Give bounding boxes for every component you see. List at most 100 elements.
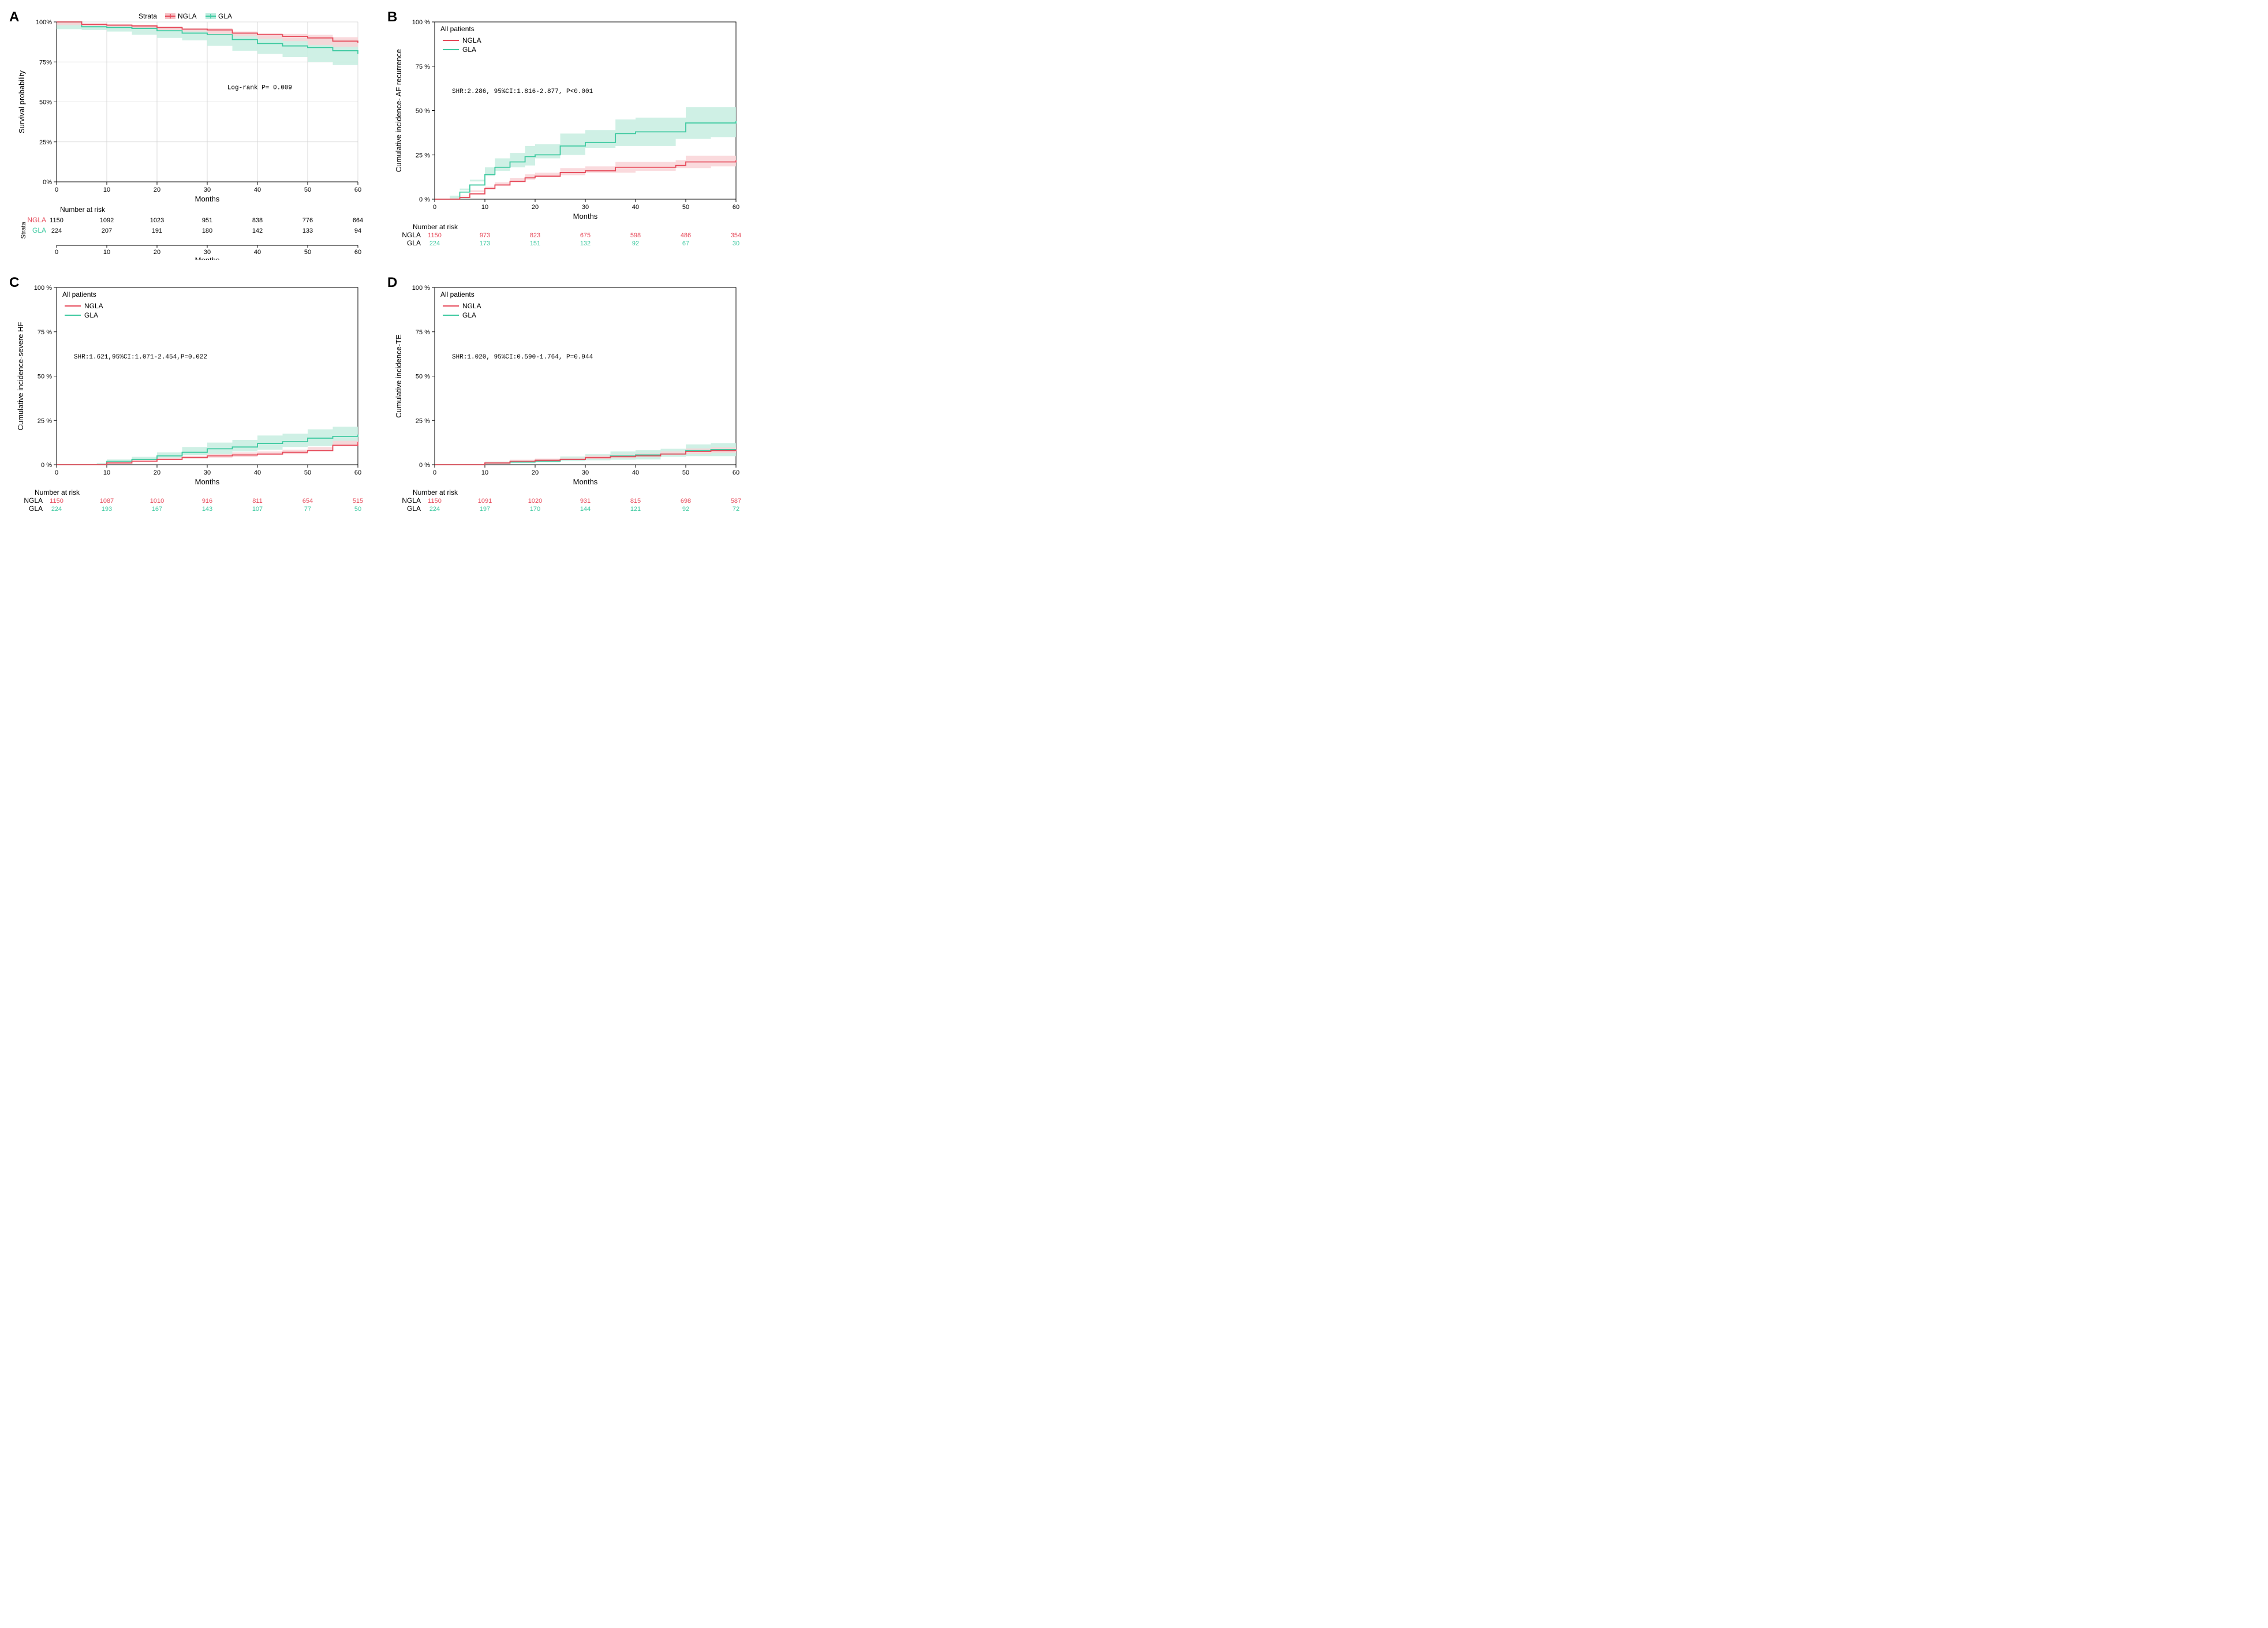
svg-text:133: 133 [302,227,313,234]
svg-text:SHR:1.621,95%CI:1.071-2.454,P=: SHR:1.621,95%CI:1.071-2.454,P=0.022 [74,354,207,361]
chart-C: 01020304050600 %25 %50 %75 %100 %MonthsC… [12,277,369,525]
panel-C: C 01020304050600 %25 %50 %75 %100 %Month… [12,277,372,525]
svg-text:60: 60 [733,204,739,211]
svg-text:NGLA: NGLA [402,231,421,239]
chart-D: 01020304050600 %25 %50 %75 %100 %MonthsC… [390,277,748,525]
svg-text:50: 50 [354,506,361,513]
svg-text:Number at risk: Number at risk [413,223,458,231]
svg-text:0: 0 [55,186,58,193]
svg-text:Months: Months [573,477,598,486]
svg-text:10: 10 [481,204,488,211]
svg-text:Cumulative incidence-severe HF: Cumulative incidence-severe HF [16,322,25,431]
svg-text:1087: 1087 [100,498,114,505]
svg-text:207: 207 [102,227,112,234]
svg-text:173: 173 [480,240,490,247]
svg-text:515: 515 [353,498,363,505]
svg-text:143: 143 [202,506,212,513]
svg-text:All patients: All patients [440,290,474,298]
svg-text:10: 10 [103,249,110,256]
svg-text:0 %: 0 % [419,196,430,203]
svg-text:GLA: GLA [29,505,43,513]
svg-text:50: 50 [682,469,689,476]
svg-text:30: 30 [582,204,589,211]
svg-text:Months: Months [195,195,220,203]
svg-text:75 %: 75 % [416,64,430,70]
svg-text:NGLA: NGLA [402,496,421,505]
svg-text:951: 951 [202,217,212,224]
svg-text:100 %: 100 % [34,285,52,292]
svg-text:0 %: 0 % [419,462,430,469]
svg-text:823: 823 [530,232,540,239]
chart-A: StrataNGLAGLA01020304050600%25%50%75%100… [12,12,369,260]
svg-text:1023: 1023 [150,217,164,224]
svg-text:GLA: GLA [84,311,98,319]
svg-text:Number at risk: Number at risk [60,206,106,214]
chart-B: 01020304050600 %25 %50 %75 %100 %MonthsC… [390,12,748,260]
panel-letter-C: C [9,275,19,291]
svg-text:NGLA: NGLA [24,496,43,505]
svg-text:Strata: Strata [139,12,157,20]
svg-text:Months: Months [195,256,220,260]
svg-text:40: 40 [254,186,261,193]
svg-text:Months: Months [573,212,598,221]
panel-letter-D: D [387,275,397,291]
svg-text:167: 167 [152,506,162,513]
svg-text:20: 20 [154,186,160,193]
svg-text:50%: 50% [39,99,52,106]
svg-text:10: 10 [103,469,110,476]
svg-text:20: 20 [532,204,539,211]
svg-text:0%: 0% [43,179,52,186]
svg-text:1020: 1020 [528,498,542,505]
svg-text:50 %: 50 % [416,108,430,115]
svg-text:SHR:1.020, 95%CI:0.590-1.764,: SHR:1.020, 95%CI:0.590-1.764, P=0.944 [452,354,593,361]
svg-text:75 %: 75 % [416,329,430,336]
svg-text:GLA: GLA [462,311,476,319]
svg-text:40: 40 [632,204,639,211]
svg-text:0: 0 [55,469,58,476]
svg-text:1150: 1150 [428,232,442,239]
svg-text:30: 30 [204,186,211,193]
svg-text:10: 10 [481,469,488,476]
svg-text:40: 40 [632,469,639,476]
panel-D: D 01020304050600 %25 %50 %75 %100 %Month… [390,277,750,525]
svg-text:180: 180 [202,227,212,234]
svg-text:587: 587 [731,498,741,505]
svg-text:142: 142 [252,227,263,234]
svg-text:Number at risk: Number at risk [35,488,80,496]
panel-A: A StrataNGLAGLA01020304050600%25%50%75%1… [12,12,372,260]
svg-text:All patients: All patients [440,25,474,33]
svg-text:72: 72 [733,506,739,513]
svg-text:GLA: GLA [32,226,46,234]
svg-text:60: 60 [733,469,739,476]
svg-text:20: 20 [154,249,160,256]
svg-text:NGLA: NGLA [462,36,481,44]
svg-text:151: 151 [530,240,540,247]
svg-text:GLA: GLA [462,46,476,54]
svg-text:30: 30 [582,469,589,476]
svg-text:92: 92 [682,506,689,513]
svg-text:Log-rank P= 0.009: Log-rank P= 0.009 [227,84,292,91]
svg-text:100%: 100% [36,19,52,26]
svg-text:30: 30 [204,249,211,256]
svg-text:197: 197 [480,506,490,513]
svg-text:224: 224 [51,506,62,513]
svg-text:224: 224 [429,240,440,247]
svg-text:60: 60 [354,469,361,476]
svg-text:Cumulative incidence- AF recur: Cumulative incidence- AF recurrence [394,49,403,172]
svg-text:121: 121 [630,506,641,513]
svg-text:94: 94 [354,227,361,234]
svg-text:144: 144 [580,506,591,513]
svg-text:107: 107 [252,506,263,513]
svg-text:50 %: 50 % [416,374,430,380]
svg-text:NGLA: NGLA [27,216,46,224]
svg-text:60: 60 [354,249,361,256]
svg-text:10: 10 [103,186,110,193]
svg-text:598: 598 [630,232,641,239]
svg-text:170: 170 [530,506,540,513]
svg-text:1091: 1091 [478,498,492,505]
svg-text:675: 675 [580,232,591,239]
svg-text:1150: 1150 [50,498,63,505]
svg-text:NGLA: NGLA [462,302,481,310]
svg-text:75%: 75% [39,59,52,66]
svg-text:0: 0 [433,204,436,211]
